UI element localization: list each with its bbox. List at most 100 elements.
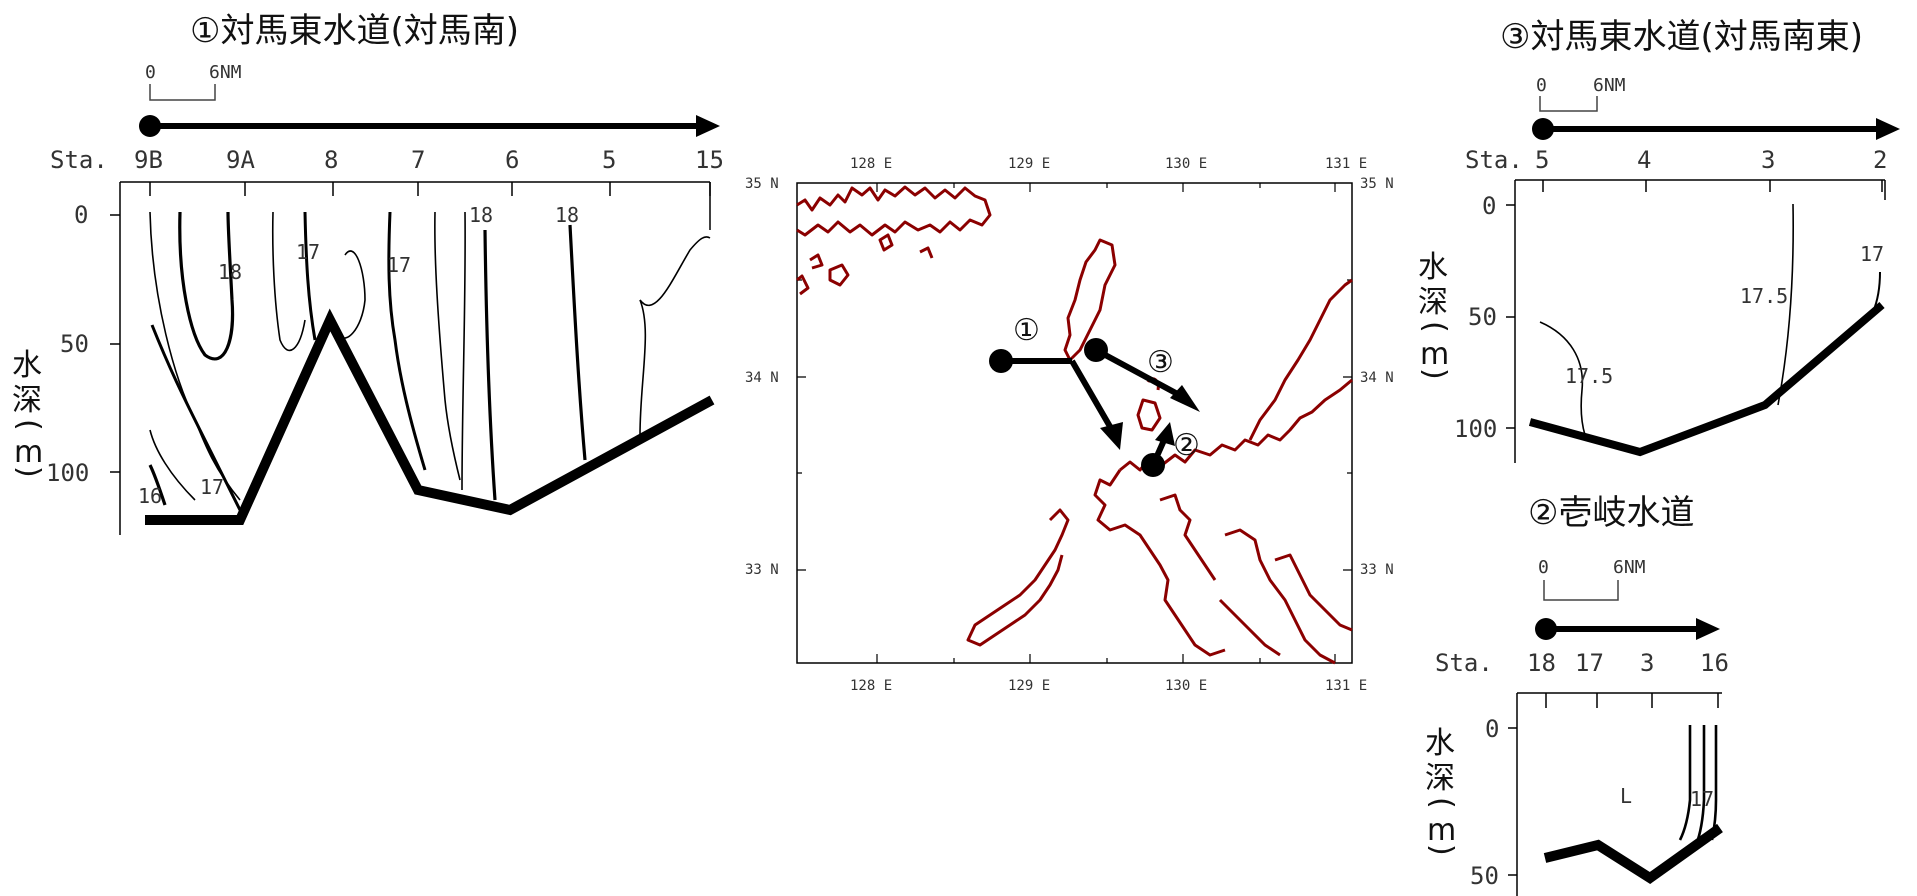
station-label: 16	[1700, 649, 1729, 677]
depth-tick-label: 50	[60, 330, 89, 358]
station-label: 5	[602, 146, 616, 174]
panel-1-contours	[148, 211, 711, 511]
route-2	[1141, 422, 1175, 477]
panel-3-contours	[1539, 203, 1881, 436]
depth-axis-label: 水 深 ( m )	[1417, 250, 1452, 380]
depth-tick-label: 50	[1468, 303, 1497, 331]
station-label: 9A	[226, 146, 255, 174]
station-label: 3	[1761, 146, 1775, 174]
contour-label: 17	[1860, 242, 1884, 266]
panel-2-seafloor	[1543, 823, 1723, 885]
panel-3-section-frame	[1506, 179, 1886, 463]
svg-text:水: 水	[1418, 250, 1448, 285]
panel-1-section: ①対馬東水道(対馬南) 0 6NM Sta. 9B 9A 8 7 6 5 15	[11, 11, 724, 535]
lat-label: 34 N	[1360, 370, 1394, 386]
depth-tick-label: 0	[1482, 192, 1496, 220]
scale-start-label: 0	[1536, 75, 1547, 96]
panel-3-seafloor	[1528, 301, 1885, 457]
station-label: 6	[505, 146, 519, 174]
svg-text:水: 水	[12, 348, 42, 383]
scale-end-label: 6NM	[209, 62, 242, 83]
panel-2-section-frame	[1508, 692, 1722, 896]
scale-end-label: 6NM	[1593, 75, 1626, 96]
contour-label: 17.5	[1565, 364, 1613, 388]
station-label: 17	[1575, 649, 1604, 677]
route-marker-1: ①	[1013, 313, 1040, 348]
panel-1-title: ①対馬東水道(対馬南)	[190, 11, 519, 51]
lat-label: 34 N	[745, 370, 779, 386]
lat-label: 35 N	[745, 176, 779, 192]
panel-2-scale-bar: 0 6NM	[1538, 557, 1646, 601]
svg-text:): )	[1424, 844, 1459, 856]
lat-label: 33 N	[745, 562, 779, 578]
station-label: 18	[1527, 649, 1556, 677]
map-frame	[796, 182, 1353, 664]
station-label: 9B	[134, 146, 163, 174]
contour-label: 17	[200, 475, 224, 499]
depth-axis-label: 水 深 ( m )	[1424, 726, 1459, 856]
depth-tick-label: 100	[46, 459, 89, 487]
scale-end-label: 6NM	[1613, 557, 1646, 578]
station-label: 7	[411, 146, 425, 174]
panel-1-seafloor	[145, 308, 715, 525]
station-label: 8	[324, 146, 338, 174]
panel-3-transect-arrow	[1532, 118, 1900, 140]
svg-text:深: 深	[12, 383, 42, 418]
lon-label: 130 E	[1165, 156, 1207, 172]
contour-label: 18	[218, 260, 242, 284]
contour-label: 16	[138, 484, 162, 508]
depth-tick-label: 50	[1470, 862, 1499, 890]
lon-label: 128 E	[850, 156, 892, 172]
station-label: 3	[1640, 649, 1654, 677]
scale-start-label: 0	[145, 62, 156, 83]
station-label: 4	[1637, 146, 1651, 174]
lat-label: 33 N	[1360, 562, 1394, 578]
route-marker-3: ③	[1147, 345, 1174, 380]
svg-text:水: 水	[1425, 726, 1455, 761]
depth-tick-label: 100	[1454, 415, 1497, 443]
lon-label: 131 E	[1325, 678, 1367, 694]
depth-tick-label: 0	[74, 201, 88, 229]
lon-label: 128 E	[850, 678, 892, 694]
depth-tick-label: 0	[1485, 715, 1499, 743]
route-marker-2: ②	[1173, 428, 1200, 463]
location-map: 128 E 129 E 130 E 131 E 128 E 129 E 130 …	[745, 156, 1394, 694]
station-prefix: Sta.	[1435, 649, 1493, 677]
panel-1-section-frame	[110, 181, 711, 535]
lon-label: 130 E	[1165, 678, 1207, 694]
station-label: 5	[1535, 146, 1549, 174]
scale-start-label: 0	[1538, 557, 1549, 578]
station-label: 15	[695, 146, 724, 174]
contour-label: 18	[555, 203, 579, 227]
coastline	[796, 185, 1353, 665]
panel-2-transect-arrow	[1535, 618, 1720, 640]
route-1	[989, 349, 1123, 450]
svg-text:m: m	[1420, 337, 1449, 372]
panel-2-contours	[1678, 725, 1718, 846]
panel-2-title: ②壱岐水道	[1528, 493, 1694, 533]
lon-label: 131 E	[1325, 156, 1367, 172]
contour-label: 17	[296, 240, 320, 264]
svg-text:深: 深	[1425, 761, 1455, 796]
svg-text:(: (	[11, 419, 46, 431]
svg-text:(: (	[1424, 797, 1459, 809]
panel-3-section: ③対馬東水道(対馬南東) 0 6NM Sta. 5 4 3 2 0 50 100…	[1417, 17, 1900, 463]
svg-text:深: 深	[1418, 285, 1448, 320]
station-prefix: Sta.	[1465, 146, 1523, 174]
route-3	[1084, 338, 1200, 412]
lon-label: 129 E	[1008, 156, 1050, 172]
svg-text:): )	[11, 466, 46, 478]
station-label: 2	[1873, 146, 1887, 174]
panel-3-title: ③対馬東水道(対馬南東)	[1500, 17, 1863, 57]
station-prefix: Sta.	[50, 146, 108, 174]
contour-label: 17	[387, 253, 411, 277]
svg-text:m: m	[1427, 813, 1456, 848]
contour-label: 17	[1690, 787, 1714, 811]
contour-label: 18	[469, 203, 493, 227]
lon-label: 129 E	[1008, 678, 1050, 694]
panel-1-scale-bar: 0 6NM	[145, 62, 242, 101]
svg-text:m: m	[14, 435, 43, 470]
contour-label: 17.5	[1740, 284, 1788, 308]
panel-1-transect-arrow	[139, 115, 720, 137]
